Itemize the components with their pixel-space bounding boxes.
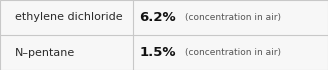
Text: N–pentane: N–pentane	[15, 48, 75, 57]
Text: 6.2%: 6.2%	[139, 11, 176, 24]
Text: (concentration in air): (concentration in air)	[185, 13, 281, 22]
Text: ethylene dichloride: ethylene dichloride	[15, 13, 122, 22]
Text: (concentration in air): (concentration in air)	[185, 48, 281, 57]
Text: 1.5%: 1.5%	[139, 46, 176, 59]
